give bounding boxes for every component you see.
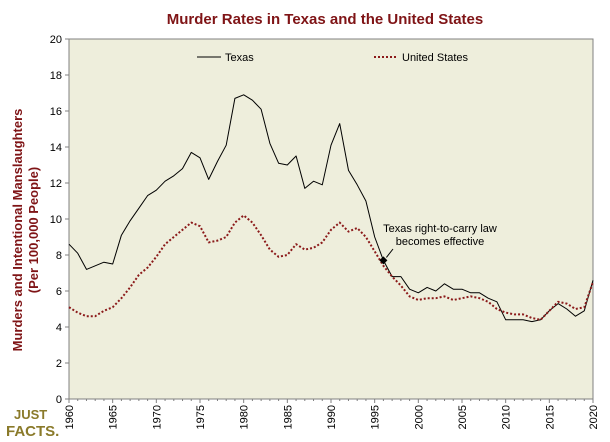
legend-label-texas: Texas [225, 52, 254, 64]
y-tick-label: 6 [56, 286, 62, 298]
y-axis-label: Murders and Intentional Manslaughters (P… [10, 109, 41, 352]
y-axis-label-line-1: Murders and Intentional Manslaughters [10, 109, 25, 352]
y-tick-label: 20 [50, 34, 62, 46]
annotation-marker [379, 256, 388, 265]
y-tick-label: 14 [50, 142, 62, 154]
y-tick-label: 4 [56, 322, 62, 334]
x-tick-label: 2015 [544, 405, 556, 429]
series-line-texas [68, 94, 594, 323]
x-tick-label: 2020 [588, 405, 600, 429]
series-line-united-states [68, 214, 594, 321]
y-axis-label-line-2: (Per 100,000 People) [26, 167, 41, 293]
plot-area [68, 38, 594, 400]
x-tick-label: 1975 [195, 405, 207, 429]
x-tick-label: 1990 [326, 405, 338, 429]
y-tick-label: 12 [50, 178, 62, 190]
x-axis: 1960 1965 1970 1975 1980 1985 1990 1995 2000 2005… [64, 399, 600, 429]
x-tick-label: 1995 [370, 405, 382, 429]
y-tick-label: 18 [50, 70, 62, 82]
annotation-text-line-2: becomes effective [396, 236, 484, 248]
logo-line-1: JUST [14, 407, 47, 422]
chart-title: Murder Rates in Texas and the United Sta… [167, 11, 483, 28]
x-tick-label: 1960 [64, 405, 76, 429]
y-tick-label: 8 [56, 250, 62, 262]
x-tick-label: 1980 [239, 405, 251, 429]
y-tick-label: 2 [56, 358, 62, 370]
y-tick-label: 16 [50, 106, 62, 118]
legend-label-united-states: United States [402, 52, 469, 64]
logo-line-2: FACTS. [6, 423, 59, 440]
y-tick-label: 0 [56, 394, 62, 406]
series-layer [68, 94, 594, 323]
x-tick-label: 2005 [457, 405, 469, 429]
annotation-arrow [386, 248, 394, 258]
x-tick-label: 2010 [501, 405, 513, 429]
annotation-text-line-1: Texas right-to-carry law [383, 223, 497, 235]
y-axis: 0 2 4 6 8 10 12 14 16 18 20 [50, 34, 69, 406]
x-tick-label: 2000 [413, 405, 425, 429]
x-tick-label: 1985 [282, 405, 294, 429]
x-tick-label: 1965 [108, 405, 120, 429]
just-facts-logo: JUST FACTS. [6, 407, 59, 440]
y-tick-label: 10 [50, 214, 62, 226]
legend: Texas United States [197, 52, 469, 64]
x-tick-label: 1970 [151, 405, 163, 429]
